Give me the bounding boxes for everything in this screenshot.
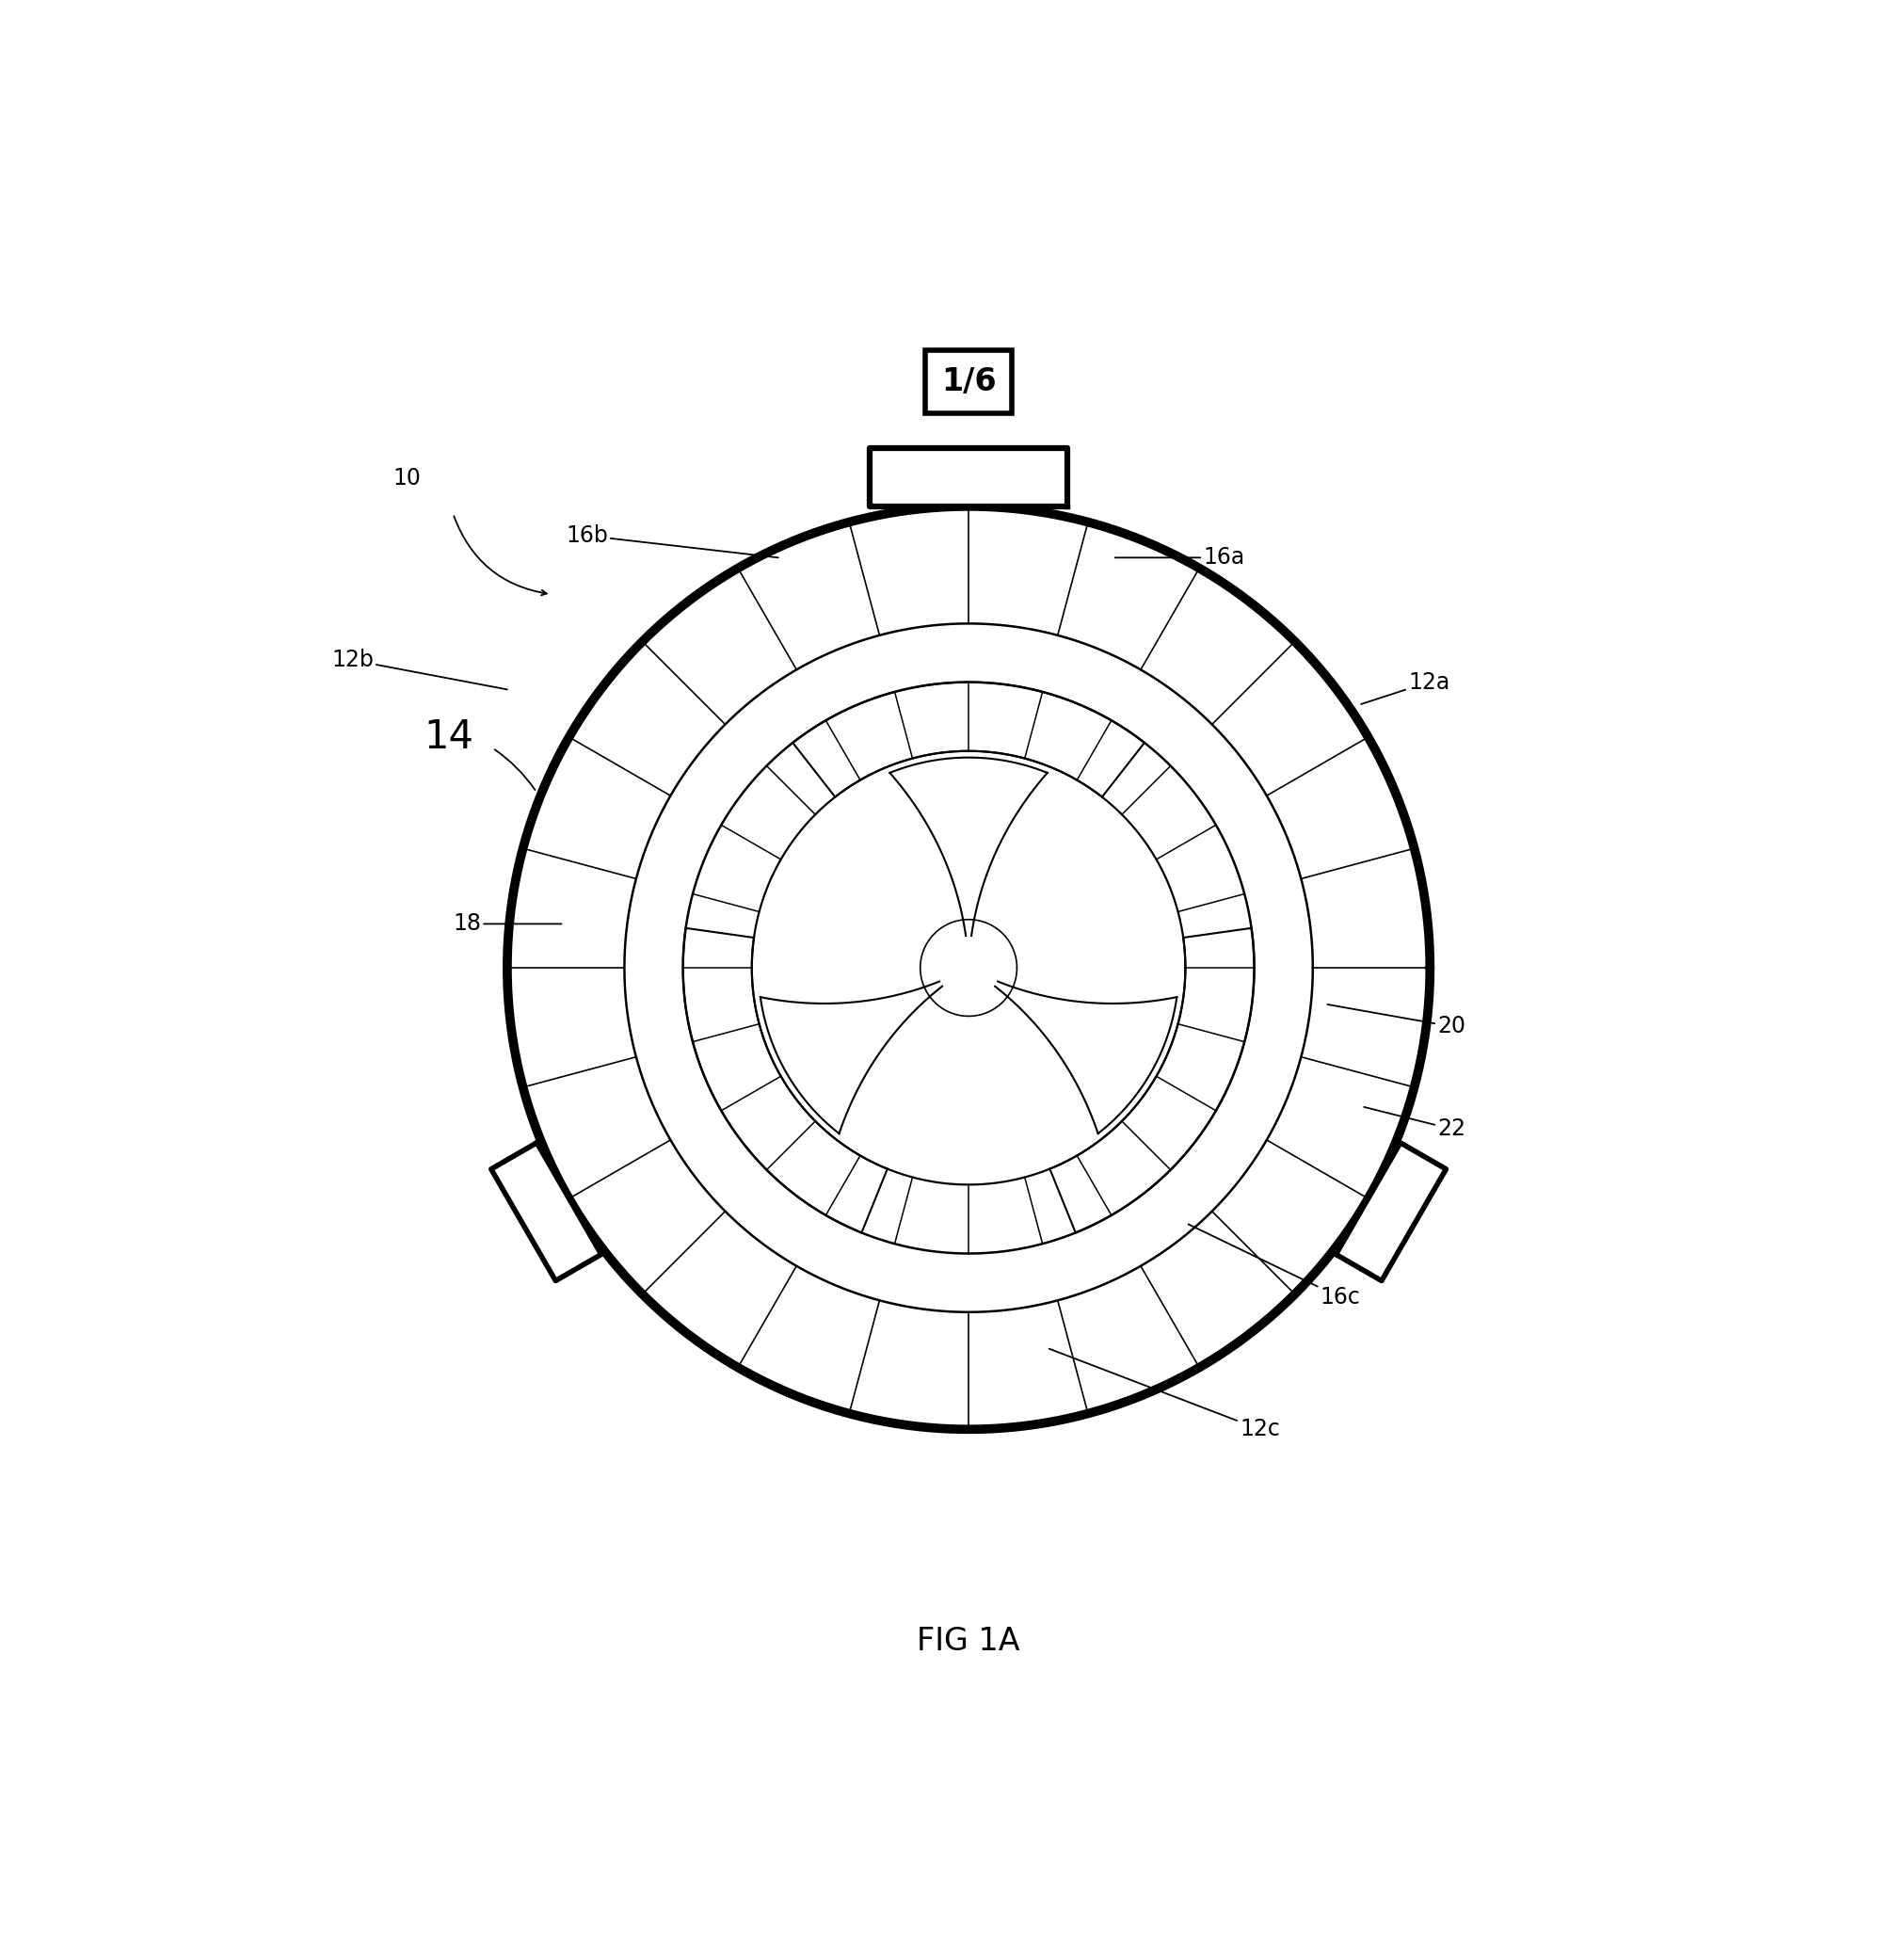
Text: 1/6: 1/6 [941,367,996,398]
Text: 12b: 12b [331,649,506,690]
Text: 12c: 12c [1048,1348,1279,1441]
Text: 12a: 12a [1360,670,1449,704]
Text: 10: 10 [393,466,421,490]
Text: 16b: 16b [565,525,778,559]
Polygon shape [1336,1143,1445,1280]
Polygon shape [491,1143,601,1280]
Text: 16a: 16a [1115,547,1245,568]
Text: FIG 1A: FIG 1A [916,1627,1020,1658]
Text: 14: 14 [423,717,474,757]
Text: 18: 18 [453,913,561,935]
Text: 20: 20 [1326,1004,1464,1037]
Polygon shape [869,447,1067,506]
Text: 16c: 16c [1188,1225,1360,1309]
Text: 22: 22 [1364,1107,1464,1141]
